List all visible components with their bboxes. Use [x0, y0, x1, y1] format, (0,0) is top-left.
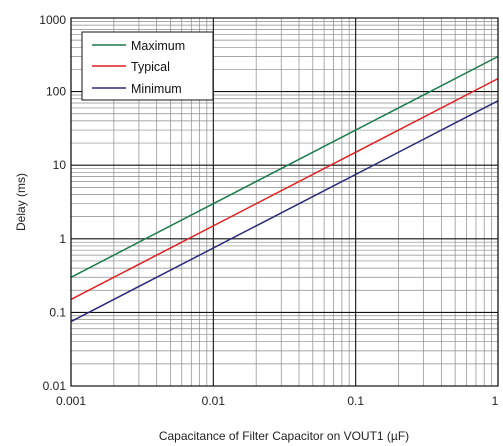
y-tick-label: 1: [59, 232, 66, 246]
y-tick-label: 1000: [39, 13, 66, 27]
series-line-maximum: [70, 55, 499, 278]
x-tick-label: 0.001: [56, 394, 86, 408]
legend-label-typical: Typical: [131, 60, 170, 74]
series-lines: [70, 55, 499, 323]
x-tick-label: 0.01: [202, 394, 226, 408]
plot-frame: [70, 17, 499, 387]
legend-label-minimum: Minimum: [131, 82, 182, 96]
x-tick-label: 0.1: [347, 394, 364, 408]
x-tick-label: 1: [492, 394, 499, 408]
y-tick-label: 100: [46, 85, 66, 99]
series-line-minimum: [70, 100, 499, 323]
y-tick-label: 10: [53, 158, 67, 172]
y-tick-labels: 0.01 0.1 1 10 100 1000: [39, 13, 66, 393]
x-axis-label: Capacitance of Filter Capacitor on VOUT1…: [159, 429, 409, 443]
y-axis-label: Delay (ms): [14, 173, 28, 231]
x-tick-labels: 0.001 0.01 0.1 1: [56, 394, 499, 408]
legend-label-maximum: Maximum: [131, 39, 185, 53]
series-line-typical: [70, 77, 499, 301]
y-tick-label: 0.01: [43, 379, 67, 393]
y-tick-label: 0.1: [49, 305, 66, 319]
legend: Maximum Typical Minimum: [81, 31, 214, 101]
